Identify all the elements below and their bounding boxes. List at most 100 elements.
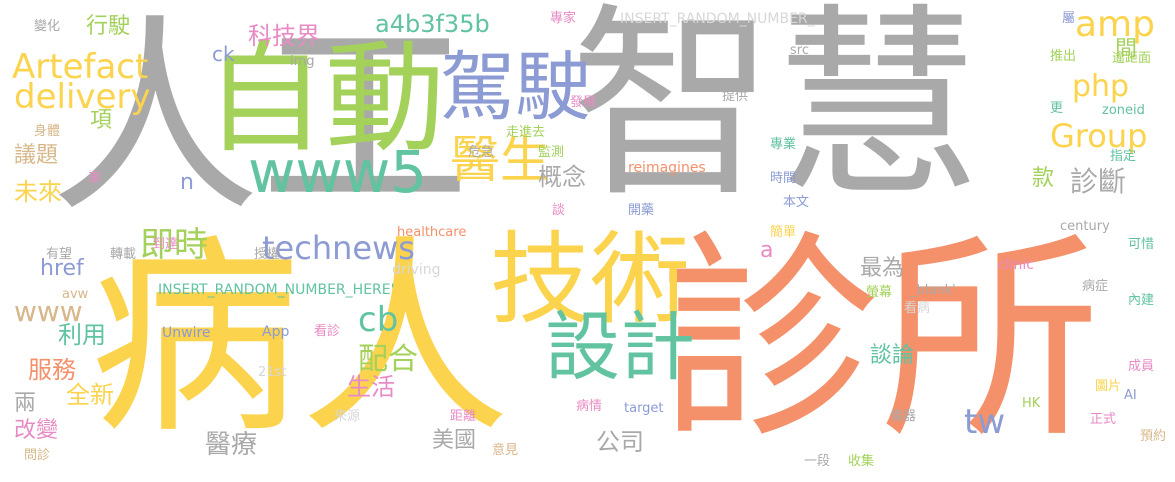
word-sheji: 設計 xyxy=(545,303,696,391)
word-bingren: 病人 xyxy=(90,217,511,462)
word-yuyue: 預約 xyxy=(1140,429,1167,444)
word-www5: www5 xyxy=(248,138,428,206)
word-jishu: 技術 xyxy=(490,221,690,338)
word-zhenduan: 診斷 xyxy=(1070,165,1127,198)
word-gaibian: 改變 xyxy=(14,418,59,443)
word-benwen: 本文 xyxy=(783,195,810,210)
word-bingzheng: 病症 xyxy=(1082,279,1109,294)
word-yisheng: 醫生 xyxy=(450,131,550,189)
word-kuan: 款 xyxy=(1032,166,1055,191)
word-rengong: 人工 xyxy=(50,0,471,241)
word-jiashi: 駕駛 xyxy=(440,43,591,131)
word-zhuanye: 專業 xyxy=(770,137,797,152)
word-driving: driving xyxy=(392,262,441,278)
word-kaiyao: 開藥 xyxy=(628,203,655,218)
word-shouji: 收集 xyxy=(848,454,875,469)
word-kejijie: 科技界 xyxy=(248,22,320,50)
word-kanzhen: 看診 xyxy=(314,324,341,339)
word-bianhua: 變化 xyxy=(34,19,61,34)
word-bingqing: 病情 xyxy=(576,399,603,414)
word-insert-random: INSERT_RANDOM_NUMBER_ xyxy=(620,11,815,27)
word-shu: 屬 xyxy=(1062,11,1076,26)
word-clinic: clinic xyxy=(998,257,1034,273)
word-jishi: 即時 xyxy=(140,225,208,265)
word-quanxin: 全新 xyxy=(66,381,114,409)
word-jian: 間 xyxy=(1115,37,1138,62)
word-hk: HK xyxy=(1022,396,1041,411)
word-gainian: 概念 xyxy=(538,163,586,191)
word-tanlun: 談論 xyxy=(870,343,915,368)
word-a: a xyxy=(760,238,774,263)
word-healthcare: healthcare xyxy=(397,225,467,240)
word-group: Group xyxy=(1050,117,1148,155)
word-shouquan: 授權 xyxy=(254,247,281,262)
word-xingshi: 行駛 xyxy=(86,14,131,39)
word-zidong: 自動 xyxy=(205,30,445,169)
word-cb: cb xyxy=(358,300,399,340)
word-youwang: 有望 xyxy=(46,247,73,262)
word-tw: tw xyxy=(964,402,1006,442)
word-zhensuo: 診所 xyxy=(660,212,1101,468)
word-reimagines: reimagines xyxy=(628,160,706,176)
word-yiti: 議題 xyxy=(14,143,59,168)
word-shijian: 時間 xyxy=(770,171,797,186)
word-yijian: 意見 xyxy=(492,443,519,458)
word-daoda: 到達 xyxy=(152,237,179,252)
word-blank: _blank' xyxy=(910,283,956,298)
word-liyong: 利用 xyxy=(58,321,106,349)
word-geng: 更 xyxy=(1050,101,1064,116)
word-yiduan: 一段 xyxy=(804,454,831,469)
word-href: href xyxy=(40,256,84,281)
word-yingmu: 螢幕 xyxy=(866,285,893,300)
word-target: target xyxy=(624,401,664,416)
word-avw: avw xyxy=(62,287,89,302)
word-yiliao: 醫療 xyxy=(205,430,258,460)
word-amp: amp xyxy=(1075,4,1155,45)
word-jiandan: 簡單 xyxy=(770,225,797,240)
word-neijian: 內建 xyxy=(1128,293,1155,308)
word-zhengshi: 正式 xyxy=(1090,412,1117,427)
word-zhuanzai: 轉載 xyxy=(110,247,137,262)
word-ai: AI xyxy=(1124,388,1137,403)
word-wenzhen: 問診 xyxy=(24,448,51,463)
word-xiang: 項 xyxy=(90,108,113,133)
word-tupian: 圖片 xyxy=(1095,379,1122,394)
word-zhuanjia: 專家 xyxy=(550,11,577,26)
word-liang: 兩 xyxy=(14,391,37,416)
word-yiqi: 儀器 xyxy=(890,409,917,424)
word-fuwu: 服務 xyxy=(28,356,76,384)
word-zoneid: zoneid xyxy=(1102,103,1145,118)
word-chengyuan: 成員 xyxy=(1128,359,1155,374)
word-zhiding: 指定 xyxy=(1110,149,1137,164)
word-a4b3f35b: a4b3f35b xyxy=(375,10,490,38)
word-n: n xyxy=(180,170,194,195)
word-kanbing: 看病 xyxy=(904,301,931,316)
word-meiguo: 美國 xyxy=(432,428,477,453)
word-21st: 21st xyxy=(258,365,287,380)
word-zuiwei: 最為 xyxy=(860,256,905,281)
word-php: php xyxy=(1072,69,1130,104)
word-century: century xyxy=(1060,219,1110,234)
word-tigong: 提供 xyxy=(722,89,749,104)
word-shenghuo: 生活 xyxy=(347,373,395,401)
word-zoujinqu: 走進去 xyxy=(506,125,546,140)
word-gongsi: 公司 xyxy=(596,428,644,456)
word-delivery: delivery xyxy=(14,77,151,117)
word-app: App xyxy=(262,324,290,340)
word-fazhan: 發展 xyxy=(570,95,597,110)
word-img: img xyxy=(290,54,315,69)
word-ck: ck xyxy=(212,42,235,66)
word-juli: 距離 xyxy=(450,409,477,424)
word-peihe: 配合 xyxy=(358,342,418,377)
word-weiji: 危急 xyxy=(468,145,495,160)
word-laiyuan: 來源 xyxy=(334,409,361,424)
word-tuichu: 推出 xyxy=(1050,49,1077,64)
word-tan: 談 xyxy=(552,203,566,218)
word-src: src xyxy=(790,43,809,58)
word-kexi: 可惜 xyxy=(1128,237,1155,252)
word-zhihui: 智慧 xyxy=(570,0,980,225)
word-technews: technews xyxy=(262,229,415,267)
word-che: 車 xyxy=(88,171,102,186)
word-yaojumian: 遙距面 xyxy=(1112,51,1152,66)
